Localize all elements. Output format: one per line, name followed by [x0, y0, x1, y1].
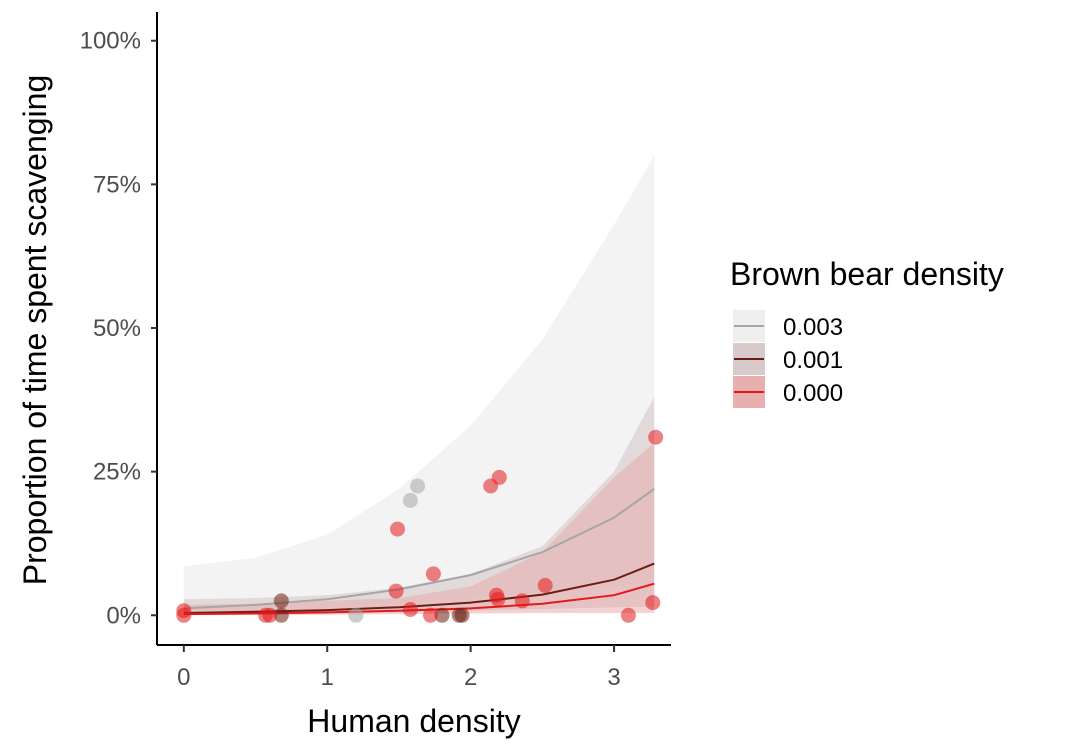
y-axis-title: Proportion of time spent scavenging: [17, 75, 53, 586]
data-point-0-000: [645, 595, 661, 611]
y-tick-label: 75%: [93, 171, 141, 198]
x-axis-title: Human density: [307, 703, 520, 739]
legend-label: 0.000: [783, 380, 843, 407]
fit-line-0-003: [183, 488, 655, 610]
legend-title: Brown bear density: [730, 256, 1004, 292]
y-tick-label: 100%: [80, 28, 141, 55]
data-point-0-000: [402, 602, 418, 617]
x-tick-label: 1: [321, 664, 334, 691]
x-tick-label: 2: [464, 664, 477, 691]
ribbon-0-003: [183, 155, 655, 614]
legend: Brown bear density 0.003 0.001 0.000: [730, 256, 1004, 408]
data-point-0-000: [390, 521, 405, 537]
data-point-0-000: [425, 566, 441, 582]
data-point-0-003: [410, 478, 426, 494]
legend-key-0-003: 0.003: [733, 310, 843, 342]
data-point-0-003: [348, 607, 364, 623]
y-tick-label: 0%: [106, 602, 141, 629]
data-point-0-001: [434, 607, 450, 623]
x-tick-label: 0: [177, 664, 190, 691]
legend-key-0-001: 0.001: [733, 343, 843, 375]
data-point-0-003: [402, 492, 418, 508]
data-point-0-000: [514, 593, 530, 609]
data-point-0-000: [388, 583, 404, 599]
x-tick-label: 3: [607, 664, 620, 691]
data-point-0-000: [537, 577, 553, 593]
y-tick-label: 50%: [93, 315, 141, 342]
ribbon-0-000: [183, 442, 655, 615]
legend-key-0-000: 0.000: [733, 376, 843, 408]
data-point-0-001: [273, 607, 289, 623]
confidence-ribbons: [183, 155, 655, 615]
x-axis-ticks: 0 1 2 3: [177, 645, 621, 691]
data-point-0-001: [454, 607, 470, 623]
y-tick-label: 25%: [93, 459, 141, 486]
data-point-0-000: [176, 607, 192, 623]
data-point-0-000: [648, 429, 664, 445]
data-point-0-001: [273, 593, 289, 609]
legend-label: 0.003: [783, 314, 843, 341]
legend-label: 0.001: [783, 347, 843, 374]
data-point-0-000: [423, 607, 438, 623]
data-point-0-000: [620, 607, 636, 623]
data-point-0-000: [490, 591, 506, 607]
y-axis-ticks: 0% 25% 50% 75% 100%: [80, 28, 157, 629]
data-point-0-000: [262, 607, 278, 623]
data-points: [176, 429, 664, 623]
data-point-0-000: [491, 469, 507, 485]
